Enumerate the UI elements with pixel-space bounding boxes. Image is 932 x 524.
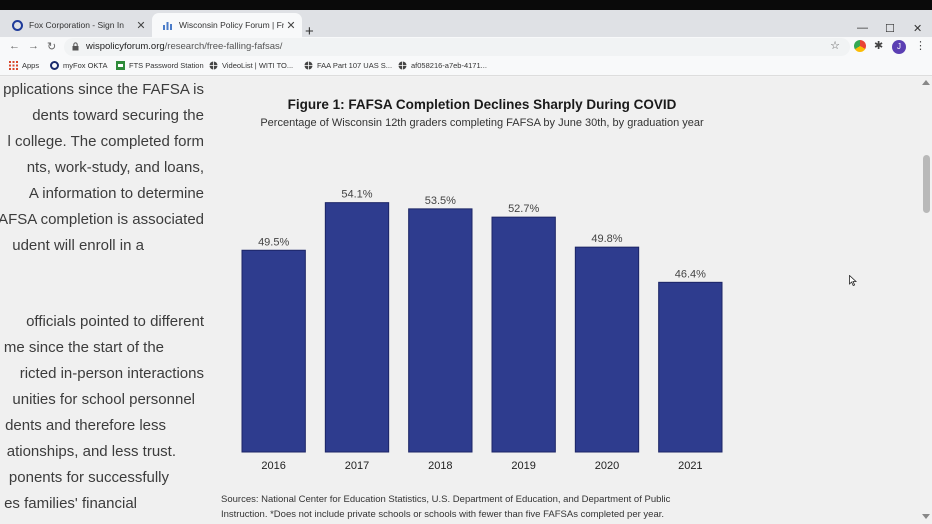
bookmarks-bar: Apps myFox OKTA FTS Password Station Vid… [0, 58, 932, 76]
close-icon[interactable]: ✕ [286, 19, 296, 32]
data-label-2019: 52.7% [508, 203, 539, 215]
bookmark-fts-password-station[interactable]: FTS Password Station [116, 61, 204, 70]
scroll-down-arrow-icon[interactable] [922, 514, 930, 519]
x-tick-label-2020: 2020 [595, 460, 619, 472]
mouse-cursor-icon [849, 275, 857, 286]
figure-subtitle: Percentage of Wisconsin 12th graders com… [260, 117, 704, 129]
password-station-icon [116, 61, 125, 70]
bookmark-label: af058216-a7eb-4171... [411, 61, 487, 70]
bookmark-af058216[interactable]: af058216-a7eb-4171... [398, 61, 487, 70]
data-label-2017: 54.1% [341, 189, 372, 201]
bookmark-label: FTS Password Station [129, 61, 204, 70]
close-icon[interactable]: ✕ [136, 19, 146, 32]
tab-title: Fox Corporation - Sign In [29, 20, 124, 30]
profile-avatar[interactable]: J [892, 40, 906, 54]
x-tick-label-2021: 2021 [678, 460, 702, 472]
article-line: A information to determine [28, 185, 204, 202]
bookmark-label: FAA Part 107 UAS S... [317, 61, 393, 70]
article-line: ationships, and less trust. [6, 443, 176, 460]
data-label-2016: 49.5% [258, 236, 289, 248]
sources-line-2: Instruction. *Does not include private s… [221, 509, 665, 520]
new-tab-plus-icon[interactable]: + [305, 23, 314, 40]
bookmark-label: VideoList | WITI TO... [222, 61, 294, 70]
bar-2017 [324, 202, 390, 453]
bookmark-faa-part-107[interactable]: FAA Part 107 UAS S... [304, 61, 392, 70]
url-path: /research/free-falling-fafsas/ [164, 41, 283, 52]
okta-icon [50, 61, 59, 70]
url-domain: wispolicyforum.org [86, 41, 165, 52]
puzzle-extensions-icon[interactable]: ✱ [874, 40, 884, 52]
bar-2019 [491, 216, 556, 453]
article-line: ponents for successfully [8, 469, 169, 486]
article-line: ricted in-person interactions [19, 365, 204, 382]
article-line: officials pointed to different [26, 313, 204, 330]
scrollbar-thumb[interactable] [923, 155, 930, 213]
globe-icon [304, 61, 313, 70]
article-line: unities for school personnel [12, 391, 195, 408]
chrome-extension-icon[interactable] [854, 40, 866, 52]
omnibox[interactable]: wispolicyforum.org/research/free-falling… [64, 38, 850, 56]
tab-strip: Fox Corporation - Sign In ✕ Wisconsin Po… [0, 10, 932, 40]
bar-chart: 49.5% 2016 54.1% 2017 53.5% 2018 52.7% 2019 49.8… [241, 189, 723, 472]
reload-icon[interactable]: ↻ [47, 41, 57, 53]
figure-sources: Sources: National Center for Education S… [221, 492, 741, 522]
url-text: wispolicyforum.org/research/free-falling… [86, 41, 282, 52]
bookmark-label: myFox OKTA [63, 61, 108, 70]
scroll-up-arrow-icon[interactable] [922, 80, 930, 85]
bar-2018 [408, 208, 473, 453]
back-arrow-icon[interactable]: ← [9, 40, 20, 52]
address-bar-row: ← → ↻ wispolicyforum.org/research/free-f… [0, 37, 932, 58]
maximize-icon[interactable]: ☐ [885, 23, 895, 35]
window-close-icon[interactable]: ✕ [913, 23, 923, 35]
data-label-2021: 46.4% [675, 268, 706, 280]
chart-favicon-icon [163, 21, 172, 30]
tab-title: Wisconsin Policy Forum | Free-Fa [179, 20, 284, 30]
data-label-2020: 49.8% [591, 233, 622, 245]
bookmark-apps[interactable]: Apps [9, 61, 39, 70]
bookmark-label: Apps [22, 61, 40, 70]
bar-2021 [658, 281, 723, 453]
apps-grid-icon [9, 61, 18, 70]
sources-line-1: Sources: National Center for Education S… [221, 494, 671, 505]
x-tick-label-2019: 2019 [511, 460, 535, 472]
article-line: udent will enroll in a [12, 237, 144, 254]
x-tick-label-2016: 2016 [261, 460, 285, 472]
lock-icon [72, 42, 79, 51]
tab-fox-sign-in[interactable]: Fox Corporation - Sign In ✕ [2, 13, 152, 37]
article-line: l college. The completed form [7, 133, 205, 150]
article-text: pplications since the FAFSA is dents tow… [0, 77, 210, 524]
bar-2020 [574, 246, 640, 453]
article-line: dents and therefore less [5, 417, 166, 434]
vertical-scrollbar[interactable] [920, 77, 932, 524]
article-line: dents toward securing the [32, 107, 204, 124]
article-line: nts, work-study, and loans, [26, 159, 204, 176]
article-line: AFSA completion is associated [0, 211, 204, 228]
top-black-bar [0, 0, 932, 10]
bookmark-videolist[interactable]: VideoList | WITI TO... [209, 61, 293, 70]
bookmark-star-icon[interactable]: ☆ [830, 40, 840, 52]
globe-icon [209, 61, 218, 70]
tab-wisconsin-policy-forum[interactable]: Wisconsin Policy Forum | Free-Fa ✕ [152, 13, 302, 37]
fox-circle-icon [12, 19, 23, 31]
minimize-icon[interactable]: — [857, 22, 868, 34]
article-line: pplications since the FAFSA is [3, 81, 204, 98]
x-tick-label-2017: 2017 [345, 460, 369, 472]
bookmark-myfox-okta[interactable]: myFox OKTA [50, 61, 107, 70]
page-content: pplications since the FAFSA is dents tow… [0, 77, 920, 524]
article-line: es families' financial [4, 495, 137, 512]
bar-2016 [241, 249, 306, 453]
article-line: me since the start of the [3, 339, 164, 356]
figure-title: Figure 1: FAFSA Completion Declines Shar… [287, 97, 677, 112]
globe-icon [398, 61, 407, 70]
data-label-2018: 53.5% [425, 195, 456, 207]
menu-kebab-icon[interactable]: ⋮ [915, 40, 926, 52]
x-tick-label-2018: 2018 [428, 460, 452, 472]
forward-arrow-icon[interactable]: → [28, 40, 39, 52]
